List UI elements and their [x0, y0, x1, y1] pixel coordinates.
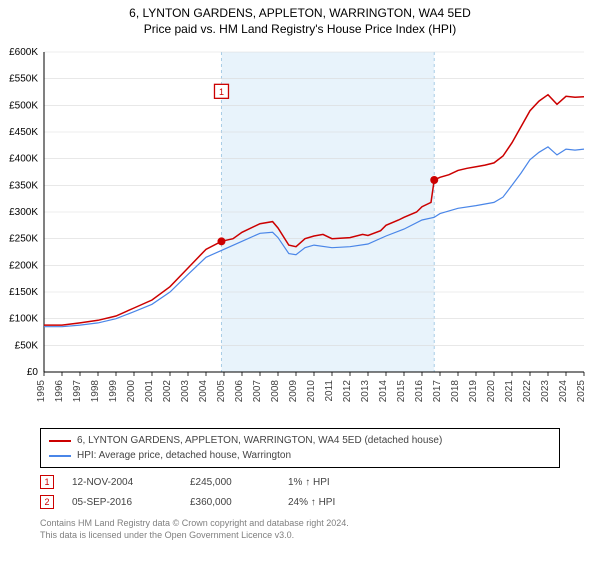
svg-text:2007: 2007: [252, 380, 263, 403]
svg-text:1997: 1997: [72, 380, 83, 403]
svg-text:£200K: £200K: [9, 260, 38, 271]
svg-text:2025: 2025: [576, 380, 587, 403]
legend-item: 6, LYNTON GARDENS, APPLETON, WARRINGTON,…: [49, 433, 551, 448]
legend-swatch: [49, 440, 71, 442]
svg-text:2012: 2012: [342, 380, 353, 403]
svg-text:2006: 2006: [234, 380, 245, 403]
svg-text:2020: 2020: [486, 380, 497, 403]
svg-text:2003: 2003: [180, 380, 191, 403]
legend-item: HPI: Average price, detached house, Warr…: [49, 448, 551, 463]
svg-text:£400K: £400K: [9, 154, 38, 165]
svg-text:£50K: £50K: [15, 340, 39, 351]
svg-text:2001: 2001: [144, 380, 155, 403]
legend-label: 6, LYNTON GARDENS, APPLETON, WARRINGTON,…: [77, 433, 442, 448]
svg-text:2000: 2000: [126, 380, 137, 403]
transaction-marker: 2: [40, 495, 54, 509]
svg-text:£350K: £350K: [9, 180, 38, 191]
svg-text:2008: 2008: [270, 380, 281, 403]
svg-text:£500K: £500K: [9, 100, 38, 111]
transaction-row: 2 05-SEP-2016 £360,000 24% ↑ HPI: [40, 492, 560, 512]
svg-text:£600K: £600K: [9, 47, 38, 58]
chart-subtitle: Price paid vs. HM Land Registry's House …: [0, 22, 600, 36]
transaction-price: £245,000: [190, 477, 270, 488]
transaction-date: 05-SEP-2016: [72, 497, 172, 508]
svg-text:£150K: £150K: [9, 287, 38, 298]
legend-swatch: [49, 455, 71, 457]
transaction-pct: 1% ↑ HPI: [288, 477, 358, 488]
svg-text:2022: 2022: [522, 380, 533, 403]
chart-title: 6, LYNTON GARDENS, APPLETON, WARRINGTON,…: [0, 6, 600, 20]
svg-text:2005: 2005: [216, 380, 227, 403]
svg-text:2010: 2010: [306, 380, 317, 403]
transaction-price: £360,000: [190, 497, 270, 508]
svg-text:2014: 2014: [378, 380, 389, 403]
svg-text:£0: £0: [27, 367, 39, 378]
svg-text:£250K: £250K: [9, 234, 38, 245]
svg-text:2024: 2024: [558, 380, 569, 403]
svg-text:2009: 2009: [288, 380, 299, 403]
svg-text:2016: 2016: [414, 380, 425, 403]
svg-text:2017: 2017: [432, 380, 443, 403]
transaction-row: 1 12-NOV-2004 £245,000 1% ↑ HPI: [40, 472, 560, 492]
svg-text:2002: 2002: [162, 380, 173, 403]
svg-text:2015: 2015: [396, 380, 407, 403]
svg-text:2019: 2019: [468, 380, 479, 403]
footnote: Contains HM Land Registry data © Crown c…: [40, 518, 560, 541]
transaction-marker: 1: [40, 475, 54, 489]
svg-text:2021: 2021: [504, 380, 515, 403]
footnote-line: Contains HM Land Registry data © Crown c…: [40, 518, 560, 530]
svg-text:2023: 2023: [540, 380, 551, 403]
price-chart: £0 £50K £100K £150K £200K £250K £300K £350K £400…: [0, 42, 600, 422]
svg-text:1: 1: [219, 87, 224, 97]
svg-text:1995: 1995: [36, 380, 47, 403]
svg-text:2004: 2004: [198, 380, 209, 403]
transactions-table: 1 12-NOV-2004 £245,000 1% ↑ HPI 2 05-SEP-2016…: [40, 472, 560, 512]
svg-text:2018: 2018: [450, 380, 461, 403]
transaction-date: 12-NOV-2004: [72, 477, 172, 488]
svg-text:1996: 1996: [54, 380, 65, 403]
svg-text:2011: 2011: [324, 380, 335, 402]
svg-text:1998: 1998: [90, 380, 101, 403]
legend-label: HPI: Average price, detached house, Warr…: [77, 448, 291, 463]
svg-text:£450K: £450K: [9, 127, 38, 138]
legend: 6, LYNTON GARDENS, APPLETON, WARRINGTON,…: [40, 428, 560, 468]
footnote-line: This data is licensed under the Open Gov…: [40, 530, 560, 542]
transaction-pct: 24% ↑ HPI: [288, 497, 358, 508]
svg-text:2013: 2013: [360, 380, 371, 403]
svg-text:£550K: £550K: [9, 74, 38, 85]
svg-text:1999: 1999: [108, 380, 119, 403]
svg-text:£100K: £100K: [9, 314, 38, 325]
svg-text:£300K: £300K: [9, 207, 38, 218]
